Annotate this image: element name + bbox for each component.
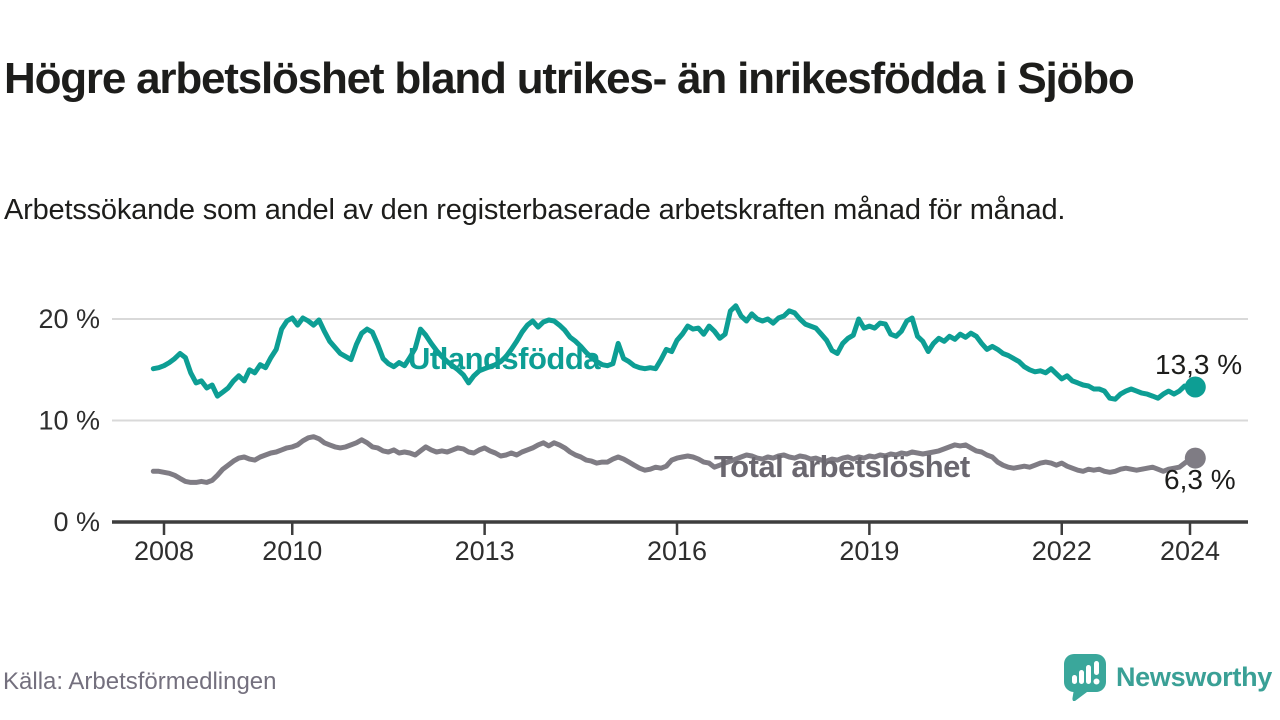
page-subtitle: Arbetssökande som andel av den registerb… (4, 194, 1066, 226)
y-tick-label: 20 % (38, 304, 100, 334)
value-label-utlandsfodda: 13,3 % (1155, 349, 1243, 380)
series-end-dot-1 (1184, 447, 1206, 469)
x-tick-label: 2013 (455, 536, 515, 566)
x-tick-label: 2010 (262, 536, 322, 566)
newsworthy-logo-icon (1063, 653, 1107, 702)
newsworthy-logo: Newsworthy (1063, 653, 1272, 702)
source-text: Källa: Arbetsförmedlingen (3, 668, 277, 695)
series-label-utlandsfodda: Utlandsfödda (408, 341, 601, 376)
y-tick-label: 10 % (38, 406, 100, 436)
newsworthy-logo-text: Newsworthy (1115, 661, 1272, 692)
x-tick-label: 2024 (1160, 536, 1220, 566)
x-tick-label: 2019 (839, 536, 899, 566)
series-line-0 (150, 303, 1198, 402)
value-label-total-arbetsloshet: 6,3 % (1164, 464, 1236, 495)
y-tick-label: 0 % (53, 507, 100, 537)
page-title: Högre arbetslöshet bland utrikes- än inr… (4, 54, 1135, 104)
x-tick-label: 2016 (647, 536, 707, 566)
series-line-1 (150, 434, 1198, 485)
x-tick-label: 2022 (1032, 536, 1092, 566)
series-end-dot-0 (1184, 376, 1206, 398)
x-tick-label: 2008 (134, 536, 194, 566)
series-label-total-arbetsloshet: Total arbetslöshet (714, 449, 970, 484)
